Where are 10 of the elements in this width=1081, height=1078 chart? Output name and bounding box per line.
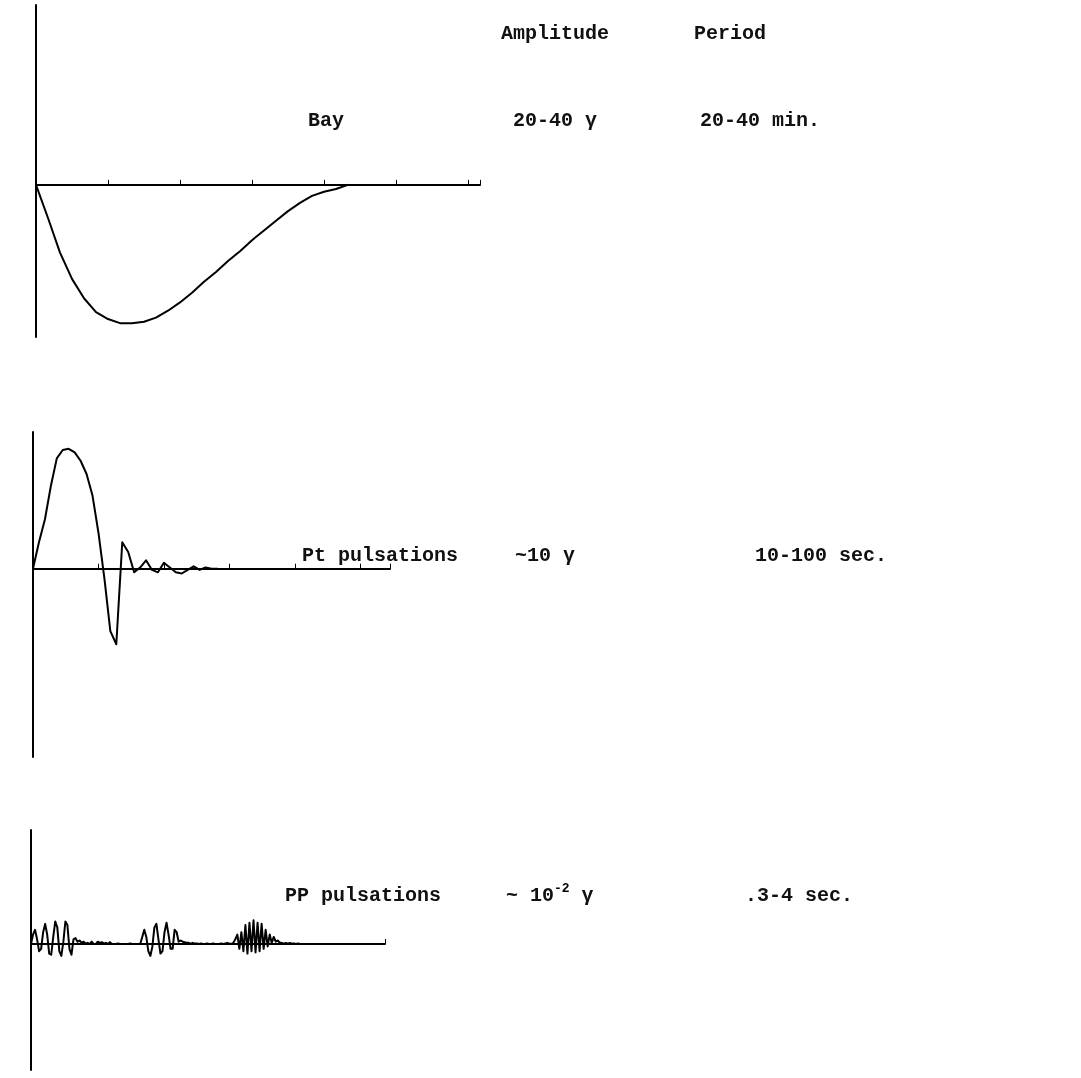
annotation: Pt pulsations (302, 543, 459, 567)
text: Period (693, 21, 767, 45)
text: PP pulsations (285, 883, 442, 907)
text: 10-100 sec. (755, 543, 888, 567)
text: Amplitude (500, 21, 610, 45)
text: 20-40 min. (699, 108, 821, 132)
text: 20-40 γ (512, 108, 598, 132)
text: .3-4 sec. (745, 883, 854, 907)
text: ~10 γ (515, 543, 576, 567)
text: Bay (307, 108, 345, 132)
